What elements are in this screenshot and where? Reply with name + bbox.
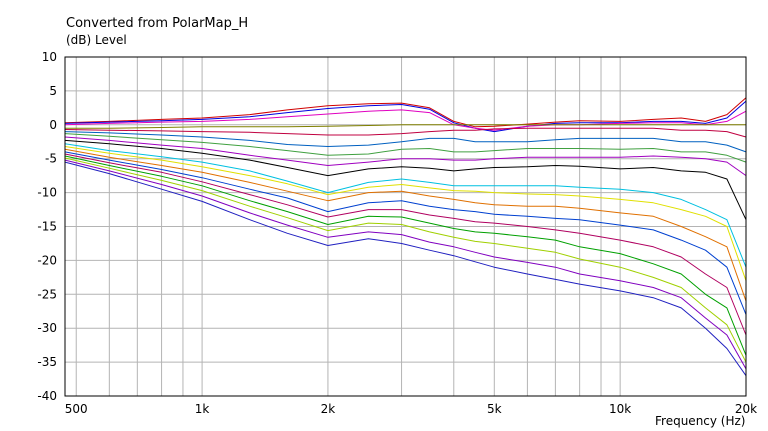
series-line-10	[64, 143, 747, 268]
series-line-6	[64, 131, 747, 153]
series-line-13	[64, 151, 747, 315]
series-line-4	[65, 124, 746, 129]
y-tick-label: 10	[42, 50, 57, 64]
y-tick-label: -35	[37, 355, 57, 369]
series-line-15	[64, 155, 747, 356]
x-axis-label: Frequency (Hz)	[655, 414, 746, 428]
y-tick-label: -5	[45, 152, 57, 166]
y-tick-label: -15	[37, 220, 57, 234]
x-tick-label: 20k	[735, 402, 757, 416]
series-line-18	[64, 161, 747, 376]
x-tick-label: 10k	[609, 402, 631, 416]
series-line-2	[64, 100, 747, 133]
y-tick-label: -20	[37, 253, 57, 267]
x-tick-label: 1k	[195, 402, 210, 416]
y-tick-labels: 10 5 0 -5 -10 -15 -20 -25 -30 -35 -40	[37, 50, 57, 403]
y-tick-label: -40	[37, 389, 57, 403]
grid	[65, 56, 746, 397]
chart-title: Converted from PolarMap_H	[66, 16, 248, 31]
series-line-9	[64, 139, 747, 220]
x-tick-label: 2k	[321, 402, 336, 416]
x-tick-labels: 500 1k 2k 5k 10k 20k	[65, 402, 757, 416]
series-lines	[64, 97, 747, 376]
x-tick-label: 500	[65, 402, 88, 416]
series-line-8	[64, 136, 747, 177]
x-tick-label: 5k	[487, 402, 502, 416]
series-line-3	[64, 109, 747, 131]
series-line-16	[64, 157, 747, 363]
y-tick-label: -30	[37, 321, 57, 335]
series-line-5	[64, 127, 747, 138]
series-line-14	[64, 153, 747, 336]
series-line-11	[64, 146, 747, 281]
series-line-17	[64, 159, 747, 370]
y-tick-label: -10	[37, 186, 57, 200]
series-line-12	[64, 148, 747, 302]
y-axis-label: (dB) Level	[66, 33, 127, 47]
y-tick-label: 0	[49, 118, 57, 132]
series-line-1	[64, 97, 747, 128]
plot-frame	[64, 56, 747, 397]
y-tick-label: 5	[49, 84, 57, 98]
y-tick-label: -25	[37, 287, 57, 301]
series-line-7	[64, 133, 747, 163]
